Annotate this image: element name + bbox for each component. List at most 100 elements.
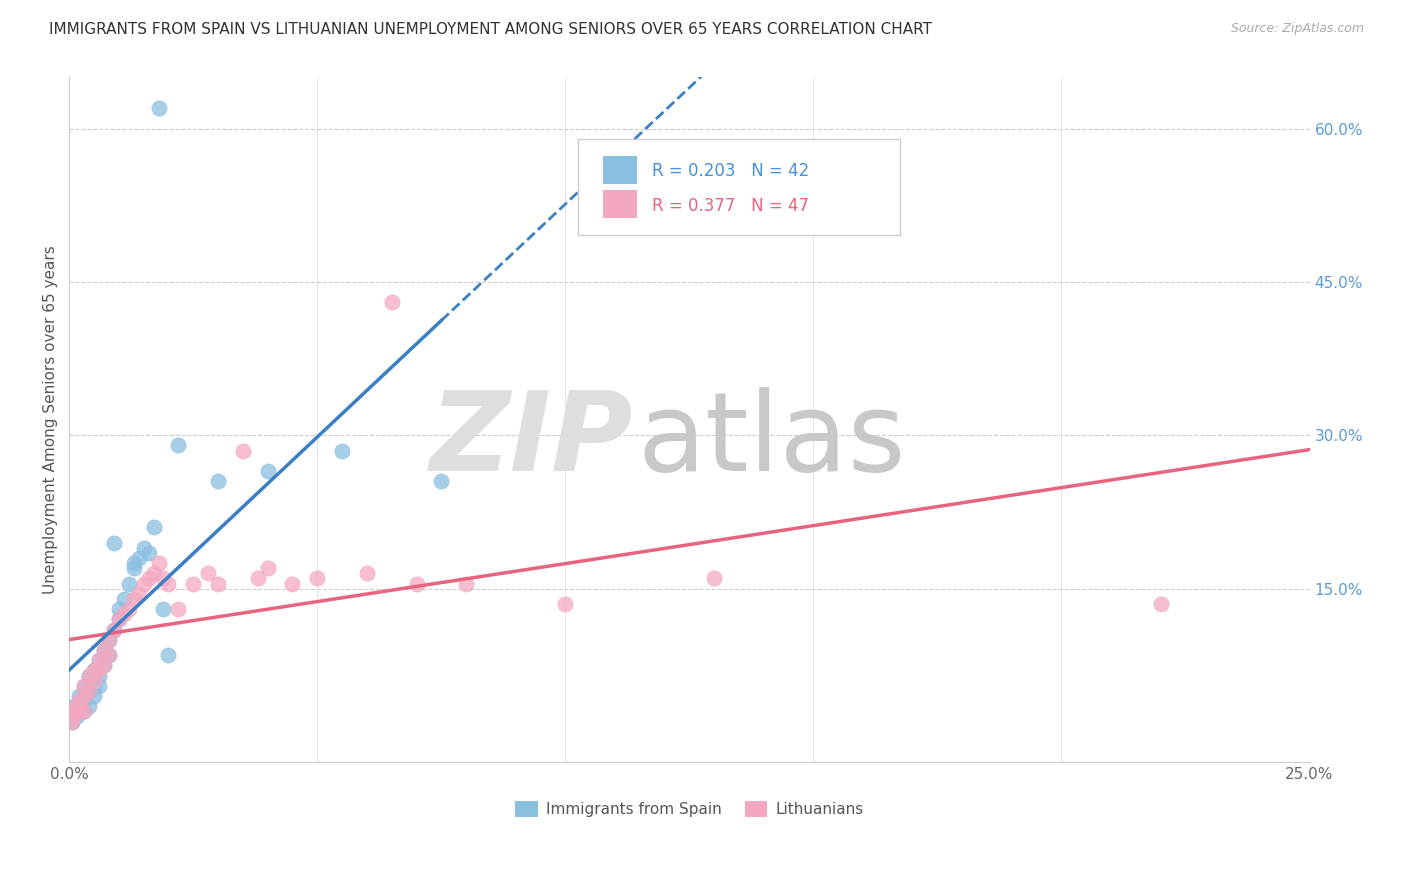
- Point: [87, 679, 110, 693]
- Text: Source: ZipAtlas.com: Source: ZipAtlas.com: [1230, 22, 1364, 36]
- Point: [93, 643, 115, 657]
- Point: [77, 668, 100, 682]
- Point: [73, 679, 96, 693]
- Point: [118, 576, 141, 591]
- Point: [246, 571, 269, 585]
- Point: [87, 668, 110, 682]
- Point: [122, 556, 145, 570]
- Point: [87, 653, 110, 667]
- Point: [281, 576, 304, 591]
- Point: [77, 699, 100, 714]
- Point: [256, 464, 278, 478]
- Point: [93, 658, 115, 673]
- Text: R = 0.203   N = 42: R = 0.203 N = 42: [652, 162, 810, 180]
- Point: [67, 689, 90, 703]
- Point: [356, 566, 378, 581]
- Point: [93, 658, 115, 673]
- Point: [60, 714, 83, 729]
- Legend: Immigrants from Spain, Lithuanians: Immigrants from Spain, Lithuanians: [509, 795, 869, 823]
- Point: [138, 546, 160, 560]
- Point: [122, 591, 145, 606]
- Point: [83, 664, 105, 678]
- Point: [97, 648, 120, 662]
- Point: [103, 535, 125, 549]
- Point: [67, 704, 90, 718]
- FancyBboxPatch shape: [603, 191, 637, 218]
- Point: [703, 571, 725, 585]
- Point: [93, 643, 115, 657]
- Point: [554, 597, 576, 611]
- Point: [66, 709, 89, 723]
- Point: [73, 679, 96, 693]
- Point: [70, 694, 93, 708]
- Point: [132, 541, 155, 555]
- Point: [63, 704, 86, 718]
- Point: [307, 571, 329, 585]
- Point: [73, 694, 96, 708]
- Point: [73, 704, 96, 718]
- Point: [132, 576, 155, 591]
- Y-axis label: Unemployment Among Seniors over 65 years: Unemployment Among Seniors over 65 years: [44, 245, 58, 594]
- Point: [97, 632, 120, 647]
- Point: [405, 576, 427, 591]
- Point: [112, 607, 135, 622]
- Point: [181, 576, 204, 591]
- Point: [67, 704, 90, 718]
- Point: [232, 443, 254, 458]
- Point: [73, 704, 96, 718]
- Point: [97, 632, 120, 647]
- Point: [128, 587, 150, 601]
- Point: [197, 566, 219, 581]
- Point: [77, 684, 100, 698]
- Point: [73, 689, 96, 703]
- Point: [430, 475, 453, 489]
- Point: [142, 520, 165, 534]
- FancyBboxPatch shape: [578, 139, 900, 235]
- Point: [108, 602, 131, 616]
- Point: [83, 673, 105, 688]
- Text: atlas: atlas: [637, 387, 905, 494]
- Point: [87, 664, 110, 678]
- FancyBboxPatch shape: [603, 156, 637, 184]
- Point: [118, 602, 141, 616]
- Point: [1150, 597, 1173, 611]
- Point: [63, 709, 86, 723]
- Point: [108, 612, 131, 626]
- Text: IMMIGRANTS FROM SPAIN VS LITHUANIAN UNEMPLOYMENT AMONG SENIORS OVER 65 YEARS COR: IMMIGRANTS FROM SPAIN VS LITHUANIAN UNEM…: [49, 22, 932, 37]
- Point: [112, 591, 135, 606]
- Point: [167, 602, 190, 616]
- Point: [77, 684, 100, 698]
- Point: [456, 576, 478, 591]
- Point: [207, 475, 229, 489]
- Point: [77, 668, 100, 682]
- Point: [256, 561, 278, 575]
- Point: [138, 571, 160, 585]
- Point: [122, 561, 145, 575]
- Point: [103, 623, 125, 637]
- Point: [148, 556, 170, 570]
- Point: [207, 576, 229, 591]
- Point: [63, 699, 86, 714]
- Point: [157, 648, 180, 662]
- Point: [60, 714, 83, 729]
- Point: [142, 566, 165, 581]
- Point: [167, 438, 190, 452]
- Point: [128, 551, 150, 566]
- Point: [381, 295, 404, 310]
- Point: [152, 602, 174, 616]
- Point: [103, 623, 125, 637]
- Point: [83, 689, 105, 703]
- Point: [157, 576, 180, 591]
- Point: [108, 612, 131, 626]
- Text: R = 0.377   N = 47: R = 0.377 N = 47: [652, 196, 810, 215]
- Point: [97, 648, 120, 662]
- Point: [67, 694, 90, 708]
- Point: [83, 679, 105, 693]
- Point: [66, 699, 89, 714]
- Point: [83, 664, 105, 678]
- Point: [152, 571, 174, 585]
- Point: [87, 653, 110, 667]
- Text: ZIP: ZIP: [430, 387, 634, 494]
- Point: [148, 101, 170, 115]
- Point: [330, 443, 353, 458]
